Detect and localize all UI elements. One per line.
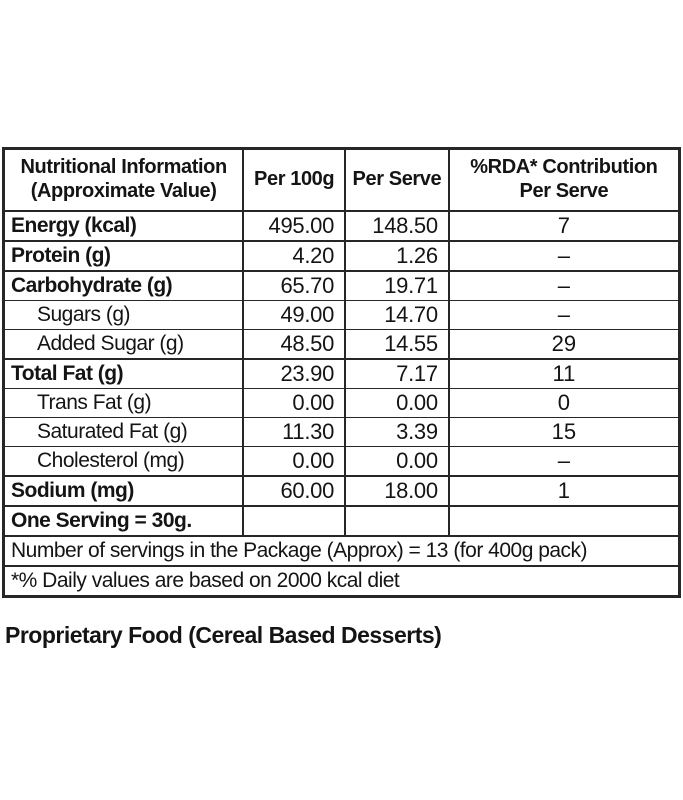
protein-per-serve: 1.26 [344, 240, 449, 271]
sugars-per-100g: 49.00 [242, 300, 346, 330]
cholesterol-rda: – [447, 446, 680, 476]
product-category-caption: Proprietary Food (Cereal Based Desserts) [5, 622, 442, 648]
total-fat-rda: 11 [447, 358, 680, 389]
total-fat-label: Total Fat (g) [3, 358, 244, 389]
one-serving-per-serve [344, 505, 449, 536]
trans-fat-rda: 0 [447, 388, 680, 418]
saturated-fat-per-100g: 11.30 [242, 417, 346, 447]
saturated-fat-rda: 15 [447, 417, 680, 447]
sodium-per-100g: 60.00 [242, 475, 346, 506]
row-sodium: Sodium (mg) 60.00 18.00 1 [3, 475, 680, 506]
sodium-rda: 1 [447, 475, 680, 506]
row-added-sugar: Added Sugar (g) 48.50 14.55 29 [3, 329, 680, 359]
daily-values-note-text: *% Daily values are based on 2000 kcal d… [3, 565, 680, 597]
energy-per-100g: 495.00 [242, 210, 346, 241]
col-header-rda-line1: %RDA* Contribution [470, 156, 658, 179]
protein-rda: – [447, 240, 680, 271]
added-sugar-rda: 29 [447, 329, 680, 359]
cholesterol-per-serve: 0.00 [344, 446, 449, 476]
sugars-per-serve: 14.70 [344, 300, 449, 330]
col-header-rda-line2: Per Serve [519, 180, 609, 202]
cholesterol-per-100g: 0.00 [242, 446, 346, 476]
row-daily-values-note: *% Daily values are based on 2000 kcal d… [3, 565, 680, 597]
row-carbohydrate: Carbohydrate (g) 65.70 19.71 – [3, 270, 680, 301]
row-trans-fat: Trans Fat (g) 0.00 0.00 0 [3, 388, 680, 418]
row-cholesterol: Cholesterol (mg) 0.00 0.00 – [3, 446, 680, 476]
sugars-label: Sugars (g) [3, 300, 244, 330]
col-header-per-serve: Per Serve [344, 148, 449, 212]
energy-per-serve: 148.50 [344, 210, 449, 241]
added-sugar-per-100g: 48.50 [242, 329, 346, 359]
trans-fat-per-100g: 0.00 [242, 388, 346, 418]
total-fat-per-serve: 7.17 [344, 358, 449, 389]
total-fat-per-100g: 23.90 [242, 358, 346, 389]
row-sugars: Sugars (g) 49.00 14.70 – [3, 300, 680, 330]
table-header: Nutritional Information (Approximate Val… [3, 148, 680, 212]
row-total-fat: Total Fat (g) 23.90 7.17 11 [3, 358, 680, 389]
col-header-rda: %RDA* Contribution Per Serve [447, 148, 680, 212]
protein-per-100g: 4.20 [242, 240, 346, 271]
one-serving-per-100g [242, 505, 346, 536]
table-body: Energy (kcal) 495.00 148.50 7 Protein (g… [3, 210, 680, 597]
cholesterol-label: Cholesterol (mg) [3, 446, 244, 476]
carbohydrate-label: Carbohydrate (g) [3, 270, 244, 301]
saturated-fat-per-serve: 3.39 [344, 417, 449, 447]
col-header-nutrient-line2: (Approximate Value) [30, 180, 217, 202]
one-serving-rda [447, 505, 680, 536]
col-header-nutrient-line1: Nutritional Information [20, 156, 227, 179]
row-servings-count: Number of servings in the Package (Appro… [3, 535, 680, 566]
row-energy: Energy (kcal) 495.00 148.50 7 [3, 210, 680, 241]
row-protein: Protein (g) 4.20 1.26 – [3, 240, 680, 271]
sodium-per-serve: 18.00 [344, 475, 449, 506]
col-header-per-100g: Per 100g [242, 148, 346, 212]
col-header-nutrient: Nutritional Information (Approximate Val… [3, 148, 244, 212]
one-serving-label: One Serving = 30g. [3, 505, 244, 536]
carbohydrate-rda: – [447, 270, 680, 301]
table-header-row: Nutritional Information (Approximate Val… [3, 148, 680, 212]
sodium-label: Sodium (mg) [3, 475, 244, 506]
energy-rda: 7 [447, 210, 680, 241]
carbohydrate-per-100g: 65.70 [242, 270, 346, 301]
row-saturated-fat: Saturated Fat (g) 11.30 3.39 15 [3, 417, 680, 447]
added-sugar-label: Added Sugar (g) [3, 329, 244, 359]
nutrition-table-wrap: Nutritional Information (Approximate Val… [2, 147, 681, 598]
carbohydrate-per-serve: 19.71 [344, 270, 449, 301]
added-sugar-per-serve: 14.55 [344, 329, 449, 359]
saturated-fat-label: Saturated Fat (g) [3, 417, 244, 447]
trans-fat-label: Trans Fat (g) [3, 388, 244, 418]
sugars-rda: – [447, 300, 680, 330]
row-one-serving: One Serving = 30g. [3, 505, 680, 536]
protein-label: Protein (g) [3, 240, 244, 271]
nutrition-table: Nutritional Information (Approximate Val… [2, 147, 681, 598]
trans-fat-per-serve: 0.00 [344, 388, 449, 418]
energy-label: Energy (kcal) [3, 210, 244, 241]
servings-count-text: Number of servings in the Package (Appro… [3, 535, 680, 566]
